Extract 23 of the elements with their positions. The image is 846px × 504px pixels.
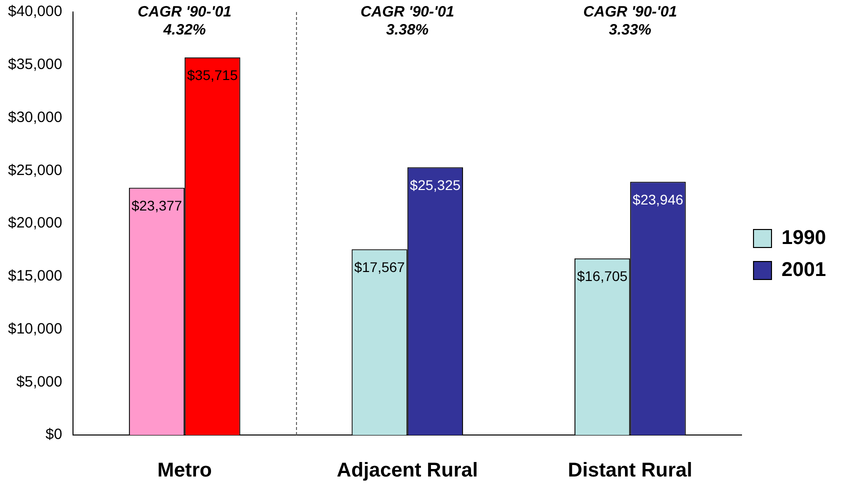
x-tick-label: Distant Rural <box>568 460 692 482</box>
data-label: $23,377 <box>131 198 182 214</box>
x-tick-label: Adjacent Rural <box>336 460 478 482</box>
y-tick-label: $5,000 <box>16 373 62 390</box>
x-tick-label: Metro <box>157 460 212 482</box>
y-tick-label: $40,000 <box>8 3 62 20</box>
annotation: CAGR '90-'01 4.32% <box>138 4 232 39</box>
annotation: CAGR '90-'01 3.33% <box>583 4 678 39</box>
data-label: $23,946 <box>632 192 684 208</box>
legend-label: 1990 <box>782 227 826 250</box>
y-tick-label: $30,000 <box>8 108 62 126</box>
y-tick-label: $35,000 <box>8 56 62 74</box>
y-tick-label: $15,000 <box>8 268 62 285</box>
data-label: $16,705 <box>576 268 628 284</box>
y-tick-label: $25,000 <box>8 162 62 179</box>
y-tick-label: $10,000 <box>8 320 62 338</box>
data-label: $35,715 <box>187 67 238 84</box>
y-tick-label: $20,000 <box>8 214 62 232</box>
legend-label: 2001 <box>782 259 826 282</box>
data-label: $17,567 <box>354 259 406 276</box>
annotation: CAGR '90-'01 3.38% <box>360 4 454 39</box>
y-tick-label: $0 <box>46 426 62 444</box>
data-label: $25,325 <box>410 177 461 194</box>
